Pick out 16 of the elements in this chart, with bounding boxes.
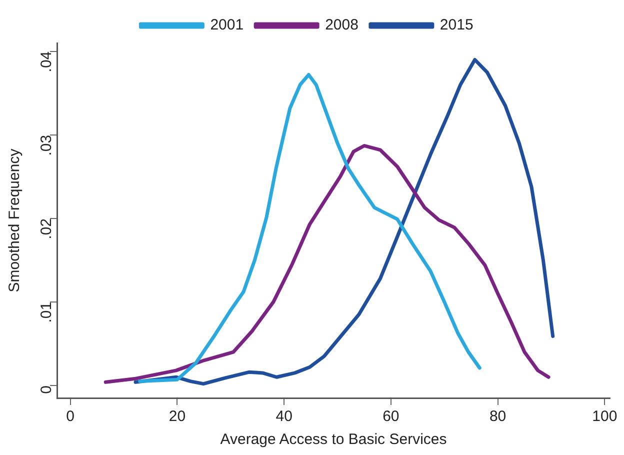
x-tick-label: 20 — [168, 408, 186, 426]
legend-label: 2015 — [440, 16, 474, 34]
legend-label: 2008 — [325, 16, 358, 34]
y-tick-label: .01 — [38, 302, 56, 323]
y-tick-label: .02 — [38, 218, 56, 240]
x-tick-label: 40 — [276, 408, 292, 426]
y-axis-title: Smoothed Frequency — [6, 148, 24, 292]
y-tick-label: .03 — [38, 134, 56, 156]
x-tick-label: 100 — [592, 408, 618, 426]
x-tick-label: 60 — [382, 408, 400, 426]
y-tick-label: 0 — [38, 385, 56, 394]
x-tick-label: 0 — [66, 408, 75, 426]
x-tick-label: 80 — [489, 408, 506, 426]
x-axis-title: Average Access to Basic Services — [220, 431, 447, 448]
legend-label: 2001 — [210, 16, 244, 34]
y-tick-label: .04 — [38, 51, 56, 72]
